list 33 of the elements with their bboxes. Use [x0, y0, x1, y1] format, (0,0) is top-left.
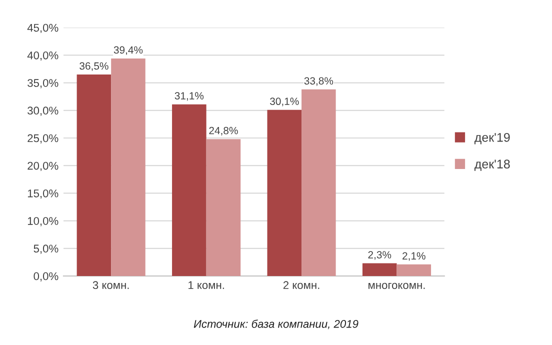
bar	[172, 104, 206, 276]
legend-label: дек'18	[474, 160, 510, 171]
y-tick-label: 40,0%	[27, 51, 58, 61]
bar	[206, 139, 241, 276]
bar	[267, 110, 302, 276]
data-label: 33,8%	[304, 77, 334, 86]
bar	[362, 263, 397, 276]
data-label: 39,4%	[114, 46, 143, 55]
y-tick-label: 45,0%	[27, 24, 58, 34]
x-tick-label: 1 комн.	[188, 281, 224, 290]
x-tick-label: 2 комн.	[283, 281, 320, 290]
y-tick-label: 15,0%	[28, 189, 58, 199]
data-label: 2,1%	[402, 252, 426, 261]
data-label: 31,1%	[174, 92, 204, 101]
text: Источник: база компании, 2019	[194, 320, 358, 330]
data-label: 2,3%	[368, 251, 392, 260]
y-tick-label: 35,0%	[28, 79, 58, 88]
x-tick-label: многокомн.	[368, 282, 425, 290]
y-tick-label: 30,0%	[28, 106, 58, 116]
bar	[111, 58, 146, 276]
data-label: 36,5%	[80, 62, 108, 71]
bar	[76, 74, 112, 276]
y-tick-label: 10,0%	[28, 217, 58, 226]
data-label: 30,1%	[270, 98, 299, 106]
legend-label: дек'19	[474, 132, 510, 144]
y-tick-label: 20,0%	[28, 162, 58, 172]
data-label: 24,8%	[209, 126, 238, 136]
y-tick-label: 0,0%	[34, 272, 58, 282]
y-tick-label: 25,0%	[28, 134, 58, 144]
bar	[302, 89, 336, 276]
y-tick-label: 5,0%	[34, 244, 58, 254]
x-tick-label: 3 комн.	[92, 281, 129, 290]
bar	[396, 264, 432, 276]
